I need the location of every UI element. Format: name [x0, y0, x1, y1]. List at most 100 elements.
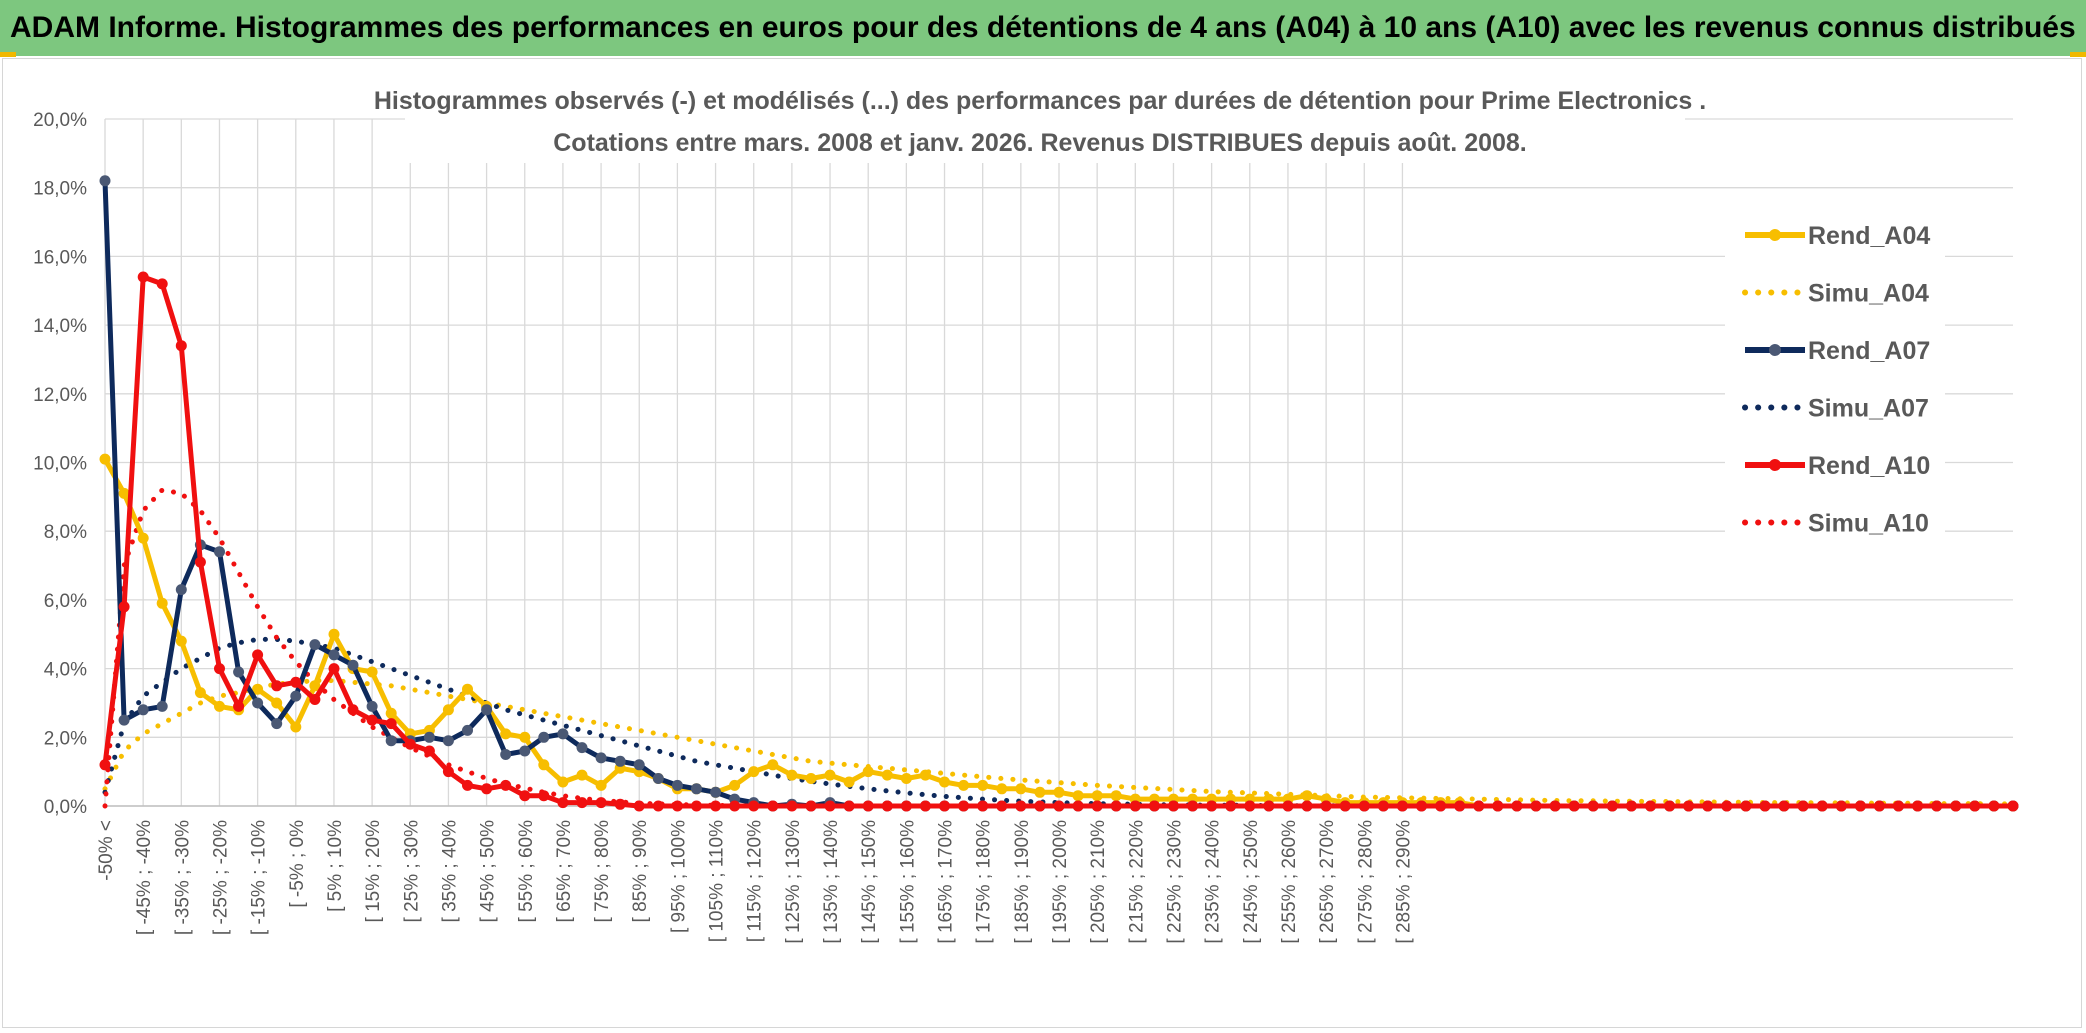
report-banner: ADAM Informe. Histogrammes des performan… [0, 0, 2086, 56]
x-tick-label: [ 255% ; 260% [1279, 820, 1300, 944]
x-tick-label: [ 165% ; 170% [936, 820, 957, 944]
y-tick-label: 12,0% [33, 385, 87, 406]
legend-label: Simu_A10 [1808, 510, 1929, 538]
data-point [462, 779, 473, 791]
data-point [1129, 800, 1141, 812]
data-point [1263, 800, 1275, 812]
x-tick-label: [ 65% ; 70% [554, 820, 575, 923]
data-point [538, 759, 550, 771]
y-tick-label: 10,0% [33, 454, 87, 475]
data-point [1931, 800, 1943, 812]
data-point [805, 800, 817, 812]
data-point [290, 676, 302, 688]
x-tick-label: [ 245% ; 250% [1241, 820, 1262, 944]
data-point [118, 601, 130, 613]
data-point [748, 766, 760, 778]
legend-marker [1769, 344, 1781, 356]
data-point [729, 779, 741, 791]
data-point [576, 769, 588, 781]
data-point [347, 659, 359, 671]
data-point [2007, 800, 2019, 812]
data-point [1339, 800, 1351, 812]
series-simu-a04 [102, 678, 2016, 807]
x-tick-label: [ 155% ; 160% [897, 820, 918, 944]
x-tick-label: [ -25% ; -20% [210, 820, 231, 935]
data-point [1702, 800, 1714, 812]
data-point [671, 800, 683, 812]
data-point [671, 779, 683, 791]
data-point [1549, 800, 1561, 812]
data-point [175, 340, 187, 352]
x-tick-label: [ 215% ; 220% [1126, 820, 1147, 944]
x-tick-label: [ 125% ; 130% [783, 820, 804, 944]
x-tick-label: [ 35% ; 40% [439, 820, 460, 923]
data-point [1740, 800, 1752, 812]
data-point [862, 800, 874, 812]
x-tick-label: [ 275% ; 280% [1355, 820, 1376, 944]
data-point [271, 697, 283, 709]
data-point [958, 779, 970, 791]
data-point [1110, 800, 1122, 812]
data-point [1854, 800, 1866, 812]
data-point [1873, 800, 1885, 812]
data-point [786, 769, 798, 781]
x-tick-label: [ 185% ; 190% [1012, 820, 1033, 944]
data-point [1244, 800, 1256, 812]
legend: Rend_A04 Simu_A04 Rend_A07 Simu_A07 Rend_A10… [1725, 205, 1945, 560]
data-point [137, 704, 149, 716]
data-point [309, 694, 321, 705]
data-point [1435, 800, 1447, 812]
legend-label: Simu_A07 [1808, 395, 1929, 423]
data-point [137, 532, 149, 544]
data-point [862, 766, 874, 778]
data-point [500, 749, 512, 760]
x-tick-label: [ -35% ; -30% [172, 820, 193, 935]
data-point [1988, 800, 2000, 812]
chart-grid [104, 118, 2013, 807]
y-tick-label: 4,0% [44, 660, 87, 681]
data-point [214, 546, 225, 558]
data-point [252, 697, 264, 709]
x-tick-label: [ 195% ; 200% [1050, 820, 1071, 944]
y-tick-label: 8,0% [44, 522, 87, 543]
data-point [881, 769, 893, 781]
data-point [175, 635, 187, 647]
data-point [691, 783, 702, 795]
data-point [214, 663, 225, 675]
x-tick-label: [ 175% ; 180% [974, 820, 995, 944]
data-point [1282, 800, 1294, 812]
y-tick-label: 6,0% [44, 591, 87, 612]
data-point [595, 779, 607, 791]
data-point [1454, 800, 1466, 812]
data-point [1759, 800, 1771, 812]
data-point [481, 704, 493, 716]
data-point [442, 766, 454, 778]
data-point [919, 769, 931, 781]
data-point [843, 776, 855, 788]
data-point [652, 800, 664, 812]
data-point [366, 700, 378, 712]
data-point [1091, 790, 1103, 802]
data-point [233, 700, 245, 712]
chart-title-line1: Histogrammes observés (-) et modélisés (… [374, 87, 1706, 115]
data-point [271, 718, 283, 730]
data-point [1034, 786, 1046, 798]
data-point [1187, 800, 1199, 812]
data-point [1206, 800, 1218, 812]
y-tick-label: 2,0% [44, 728, 87, 749]
y-axis: 0,0% 2,0% 4,0% 6,0% 8,0% 10,0% 12,0% 14,0% 16,0%… [33, 110, 87, 818]
y-tick-label: 14,0% [33, 316, 87, 337]
data-point [595, 752, 607, 764]
data-point [423, 745, 435, 757]
data-point [939, 800, 950, 812]
data-point [786, 800, 798, 812]
legend-label: Simu_A04 [1808, 280, 1929, 308]
x-tick-label: [ 15% ; 20% [363, 820, 384, 923]
data-point [576, 742, 588, 754]
data-point [1893, 800, 1904, 812]
data-point [691, 800, 702, 812]
data-point [557, 728, 569, 740]
data-point [1091, 800, 1103, 812]
data-point [843, 800, 855, 812]
